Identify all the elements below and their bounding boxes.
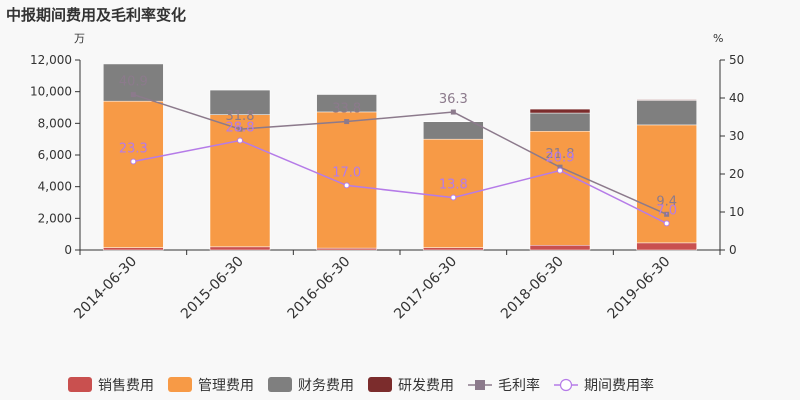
legend-label: 管理费用 bbox=[198, 378, 254, 394]
data-labels: 40.9 31.8 33.8 36.3 21.8 9.4 23.3 28.8 17.0 13.8 2… bbox=[119, 75, 677, 219]
bar-segment bbox=[316, 94, 377, 113]
left-tick-label: 4,000 bbox=[38, 180, 72, 194]
bar-segment bbox=[209, 246, 271, 251]
bar-segment bbox=[103, 247, 164, 251]
legend-label: 销售费用 bbox=[98, 378, 154, 394]
legend: 销售费用 管理费用 财务费用 研发费用 毛利率 期间费用率 bbox=[68, 377, 654, 394]
series-point bbox=[130, 92, 136, 98]
series-point bbox=[450, 194, 457, 201]
right-tick-label: 0 bbox=[729, 243, 737, 257]
data-label: 9.4 bbox=[656, 194, 677, 209]
series-line bbox=[133, 139, 667, 225]
data-label: 33.8 bbox=[332, 102, 361, 117]
data-label: 40.9 bbox=[119, 75, 148, 90]
right-tick-label: 10 bbox=[729, 205, 744, 219]
legend-swatch bbox=[368, 377, 392, 392]
series-point bbox=[344, 119, 350, 125]
x-tick-label: 2015-06-30 bbox=[178, 254, 247, 323]
left-tick-label: 8,000 bbox=[38, 116, 72, 130]
bar-segment bbox=[529, 245, 591, 251]
lines bbox=[130, 92, 670, 227]
bar-segment bbox=[423, 121, 484, 140]
series-point bbox=[130, 158, 137, 165]
series-point bbox=[557, 167, 563, 174]
series-point bbox=[343, 182, 350, 189]
legend-swatch bbox=[268, 377, 292, 392]
x-tick-label: 2016-06-30 bbox=[285, 254, 354, 323]
data-label: 17.0 bbox=[332, 165, 361, 180]
bar-segment bbox=[209, 89, 271, 115]
data-label: 20.9 bbox=[546, 151, 575, 166]
chart-title: 中报期间费用及毛利率变化 bbox=[6, 6, 186, 24]
series-line bbox=[133, 93, 667, 215]
bar-segment bbox=[636, 100, 697, 126]
right-tick-label: 50 bbox=[729, 53, 744, 67]
right-axis-unit: % bbox=[713, 32, 723, 45]
data-label: 31.8 bbox=[226, 109, 255, 124]
x-tick-label: 2014-06-30 bbox=[71, 254, 140, 323]
series-point bbox=[663, 220, 670, 227]
data-label: 13.8 bbox=[439, 178, 468, 193]
x-tick-label: 2019-06-30 bbox=[605, 254, 674, 323]
bar-segment bbox=[423, 138, 484, 248]
series-point bbox=[664, 211, 670, 217]
bar-segment bbox=[423, 247, 484, 251]
series-point bbox=[557, 164, 563, 170]
bars bbox=[103, 63, 697, 251]
bar-segment bbox=[529, 108, 591, 114]
bar-segment bbox=[636, 99, 697, 101]
legend-label: 毛利率 bbox=[498, 377, 540, 394]
bar-segment bbox=[316, 247, 377, 251]
left-tick-label: 2,000 bbox=[38, 211, 72, 225]
bar-segment bbox=[529, 112, 591, 132]
left-tick-label: 6,000 bbox=[38, 148, 72, 162]
right-tick-label: 20 bbox=[729, 167, 744, 181]
series-point bbox=[450, 109, 456, 115]
legend-marker bbox=[475, 380, 485, 390]
legend-swatch bbox=[168, 377, 192, 392]
right-tick-label: 30 bbox=[729, 129, 744, 143]
legend-label: 研发费用 bbox=[398, 378, 454, 394]
data-label: 36.3 bbox=[439, 92, 468, 107]
bar-segment bbox=[316, 111, 377, 249]
bar-segment bbox=[103, 100, 164, 248]
left-tick-label: 0 bbox=[64, 243, 72, 257]
bar-segment bbox=[209, 114, 271, 248]
left-tick-label: 12,000 bbox=[30, 53, 72, 67]
legend-label: 财务费用 bbox=[298, 378, 354, 394]
bar-segment bbox=[636, 242, 697, 251]
x-tick-label: 2018-06-30 bbox=[498, 254, 567, 323]
data-label: 28.8 bbox=[226, 121, 255, 136]
legend-label: 期间费用率 bbox=[584, 377, 654, 394]
legend-swatch bbox=[68, 377, 92, 392]
series-point bbox=[237, 137, 243, 144]
series-point bbox=[237, 126, 243, 132]
left-axis-unit: 万 bbox=[74, 32, 85, 45]
data-label: 7.0 bbox=[656, 203, 677, 218]
data-label: 21.8 bbox=[546, 147, 575, 162]
bar-segment bbox=[529, 131, 591, 246]
left-tick-label: 10,000 bbox=[30, 85, 72, 99]
data-label: 23.3 bbox=[119, 141, 148, 156]
right-tick-label: 40 bbox=[729, 91, 744, 105]
legend-marker bbox=[559, 378, 573, 392]
x-tick-label: 2017-06-30 bbox=[391, 254, 460, 323]
